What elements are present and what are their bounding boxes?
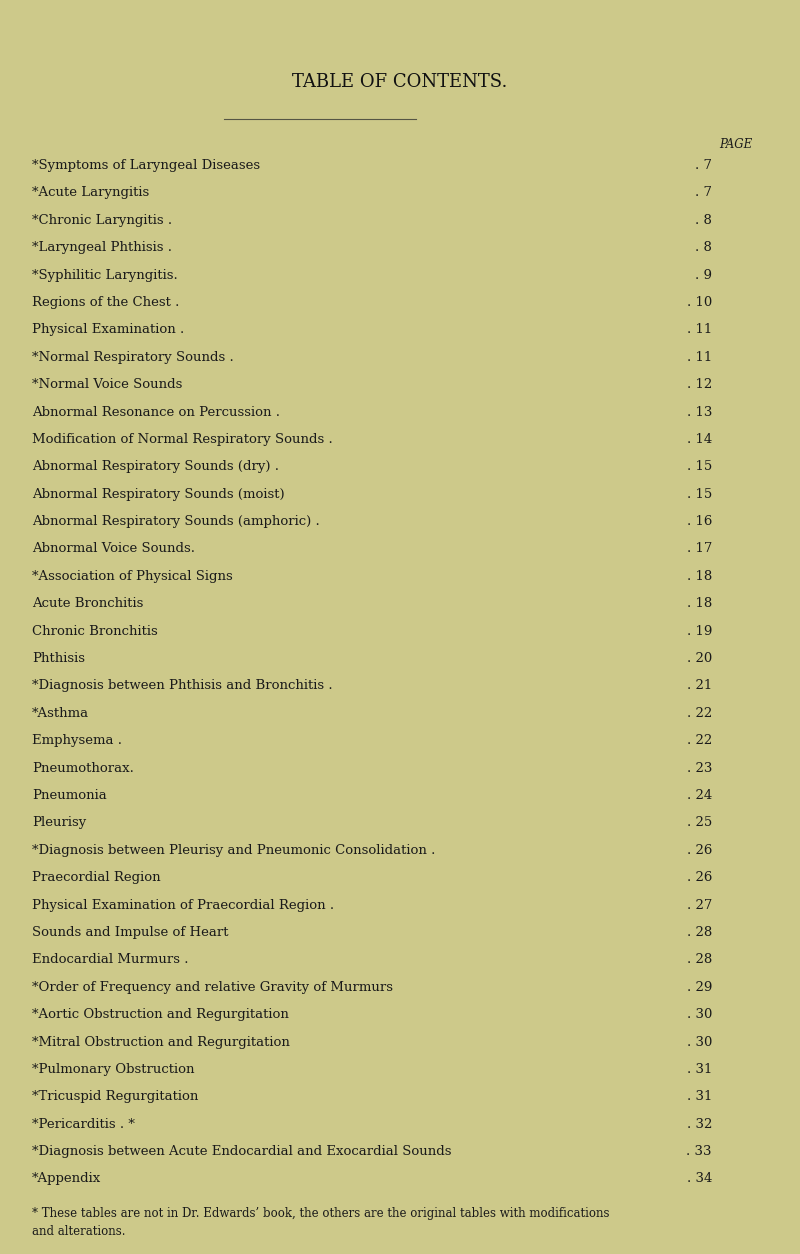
- Text: Pneumothorax.: Pneumothorax.: [32, 761, 134, 775]
- Text: . 18: . 18: [686, 597, 712, 611]
- Text: *Aortic Obstruction and Regurgitation: *Aortic Obstruction and Regurgitation: [32, 1008, 289, 1021]
- Text: . 15: . 15: [686, 488, 712, 500]
- Text: * These tables are not in Dr. Edwards’ book, the others are the original tables : * These tables are not in Dr. Edwards’ b…: [32, 1208, 610, 1238]
- Text: . 32: . 32: [686, 1117, 712, 1131]
- Text: *Chronic Laryngitis .: *Chronic Laryngitis .: [32, 214, 172, 227]
- Text: . 11: . 11: [686, 351, 712, 364]
- Text: . 9: . 9: [695, 268, 712, 282]
- Text: . 21: . 21: [686, 680, 712, 692]
- Text: . 25: . 25: [686, 816, 712, 829]
- Text: . 8: . 8: [695, 214, 712, 227]
- Text: Abnormal Respiratory Sounds (moist): Abnormal Respiratory Sounds (moist): [32, 488, 285, 500]
- Text: . 19: . 19: [686, 624, 712, 637]
- Text: Endocardial Murmurs .: Endocardial Murmurs .: [32, 953, 189, 967]
- Text: . 22: . 22: [686, 735, 712, 747]
- Text: . 11: . 11: [686, 324, 712, 336]
- Text: Sounds and Impulse of Heart: Sounds and Impulse of Heart: [32, 925, 229, 939]
- Text: . 14: . 14: [686, 433, 712, 446]
- Text: *Diagnosis between Pleurisy and Pneumonic Consolidation .: *Diagnosis between Pleurisy and Pneumoni…: [32, 844, 435, 856]
- Text: Physical Examination .: Physical Examination .: [32, 324, 184, 336]
- Text: . 28: . 28: [686, 925, 712, 939]
- Text: . 22: . 22: [686, 707, 712, 720]
- Text: . 23: . 23: [686, 761, 712, 775]
- Text: . 29: . 29: [686, 981, 712, 993]
- Text: PAGE: PAGE: [718, 138, 752, 150]
- Text: . 20: . 20: [686, 652, 712, 665]
- Text: . 26: . 26: [686, 844, 712, 856]
- Text: *Appendix: *Appendix: [32, 1172, 102, 1185]
- Text: . 27: . 27: [686, 899, 712, 912]
- Text: Abnormal Respiratory Sounds (dry) .: Abnormal Respiratory Sounds (dry) .: [32, 460, 279, 473]
- Text: *Pulmonary Obstruction: *Pulmonary Obstruction: [32, 1063, 194, 1076]
- Text: *Diagnosis between Phthisis and Bronchitis .: *Diagnosis between Phthisis and Bronchit…: [32, 680, 333, 692]
- Text: *Mitral Obstruction and Regurgitation: *Mitral Obstruction and Regurgitation: [32, 1036, 290, 1048]
- Text: . 26: . 26: [686, 872, 712, 884]
- Text: . 12: . 12: [686, 379, 712, 391]
- Text: . 31: . 31: [686, 1090, 712, 1104]
- Text: . 7: . 7: [695, 187, 712, 199]
- Text: *Syphilitic Laryngitis.: *Syphilitic Laryngitis.: [32, 268, 178, 282]
- Text: Pleurisy: Pleurisy: [32, 816, 86, 829]
- Text: . 34: . 34: [686, 1172, 712, 1185]
- Text: . 30: . 30: [686, 1036, 712, 1048]
- Text: *Association of Physical Signs: *Association of Physical Signs: [32, 569, 233, 583]
- Text: *Asthma: *Asthma: [32, 707, 89, 720]
- Text: . 16: . 16: [686, 515, 712, 528]
- Text: *Normal Respiratory Sounds .: *Normal Respiratory Sounds .: [32, 351, 234, 364]
- Text: Acute Bronchitis: Acute Bronchitis: [32, 597, 143, 611]
- Text: Abnormal Respiratory Sounds (amphoric) .: Abnormal Respiratory Sounds (amphoric) .: [32, 515, 320, 528]
- Text: *Tricuspid Regurgitation: *Tricuspid Regurgitation: [32, 1090, 198, 1104]
- Text: . 30: . 30: [686, 1008, 712, 1021]
- Text: *Acute Laryngitis: *Acute Laryngitis: [32, 187, 150, 199]
- Text: *Order of Frequency and relative Gravity of Murmurs: *Order of Frequency and relative Gravity…: [32, 981, 393, 993]
- Text: Abnormal Resonance on Percussion .: Abnormal Resonance on Percussion .: [32, 405, 280, 419]
- Text: . 18: . 18: [686, 569, 712, 583]
- Text: Abnormal Voice Sounds.: Abnormal Voice Sounds.: [32, 543, 195, 556]
- Text: Emphysema .: Emphysema .: [32, 735, 122, 747]
- Text: . 10: . 10: [686, 296, 712, 308]
- Text: . 33: . 33: [686, 1145, 712, 1157]
- Text: Modification of Normal Respiratory Sounds .: Modification of Normal Respiratory Sound…: [32, 433, 333, 446]
- Text: *Diagnosis between Acute Endocardial and Exocardial Sounds: *Diagnosis between Acute Endocardial and…: [32, 1145, 451, 1157]
- Text: *Normal Voice Sounds: *Normal Voice Sounds: [32, 379, 182, 391]
- Text: . 24: . 24: [686, 789, 712, 803]
- Text: . 7: . 7: [695, 159, 712, 172]
- Text: . 17: . 17: [686, 543, 712, 556]
- Text: . 28: . 28: [686, 953, 712, 967]
- Text: TABLE OF CONTENTS.: TABLE OF CONTENTS.: [292, 73, 508, 90]
- Text: Chronic Bronchitis: Chronic Bronchitis: [32, 624, 158, 637]
- Text: *Pericarditis . *: *Pericarditis . *: [32, 1117, 135, 1131]
- Text: . 31: . 31: [686, 1063, 712, 1076]
- Text: Physical Examination of Praecordial Region .: Physical Examination of Praecordial Regi…: [32, 899, 334, 912]
- Text: *Laryngeal Phthisis .: *Laryngeal Phthisis .: [32, 241, 172, 255]
- Text: *Symptoms of Laryngeal Diseases: *Symptoms of Laryngeal Diseases: [32, 159, 260, 172]
- Text: . 13: . 13: [686, 405, 712, 419]
- Text: Phthisis: Phthisis: [32, 652, 85, 665]
- Text: Pneumonia: Pneumonia: [32, 789, 106, 803]
- Text: . 15: . 15: [686, 460, 712, 473]
- Text: Regions of the Chest .: Regions of the Chest .: [32, 296, 179, 308]
- Text: . 8: . 8: [695, 241, 712, 255]
- Text: Praecordial Region: Praecordial Region: [32, 872, 161, 884]
